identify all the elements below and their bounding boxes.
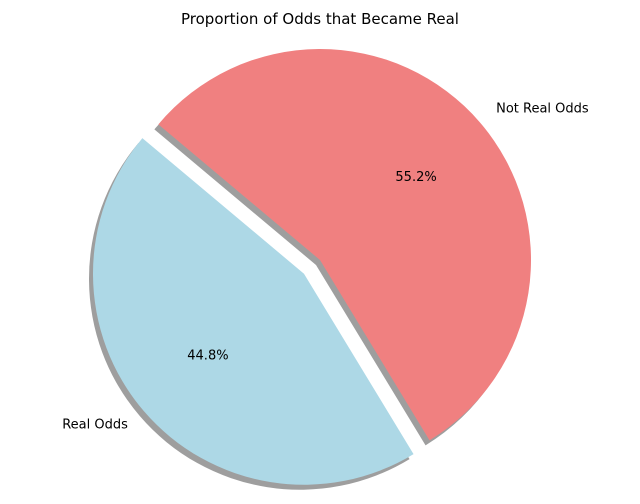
pie-slice-not-real-odds — [158, 49, 531, 441]
slice-percent-not-real-odds: 55.2% — [395, 170, 436, 185]
chart-title: Proportion of Odds that Became Real — [181, 10, 459, 28]
wedge-layer — [92, 49, 531, 485]
label-layer: Real Odds 44.8% Not Real Odds 55.2% — [62, 101, 589, 432]
slice-label-real-odds: Real Odds — [62, 417, 128, 432]
slice-label-not-real-odds: Not Real Odds — [496, 101, 589, 116]
pie-slice-real-odds — [92, 138, 414, 485]
slice-percent-real-odds: 44.8% — [187, 349, 228, 364]
